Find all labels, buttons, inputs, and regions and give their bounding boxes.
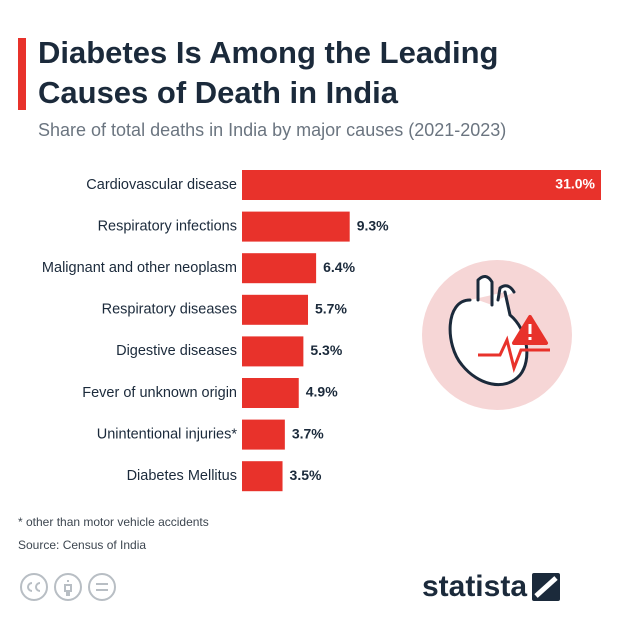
footnote: * other than motor vehicle accidents bbox=[18, 515, 209, 529]
value-label: 9.3% bbox=[357, 217, 389, 233]
license-icons bbox=[20, 573, 116, 601]
nd-icon bbox=[88, 573, 116, 601]
value-label: 5.7% bbox=[315, 301, 347, 317]
heart-icon bbox=[422, 260, 572, 410]
by-glyph bbox=[64, 580, 72, 596]
bar bbox=[242, 378, 299, 408]
chart-subtitle: Share of total deaths in India by major … bbox=[38, 120, 506, 140]
category-label: Digestive diseases bbox=[116, 343, 237, 359]
bar bbox=[242, 461, 283, 492]
category-label: Malignant and other neoplasm bbox=[42, 260, 237, 276]
value-label: 3.5% bbox=[290, 467, 322, 483]
brand: statista bbox=[422, 570, 527, 603]
category-label: Cardiovascular disease bbox=[86, 177, 237, 193]
bar bbox=[242, 336, 304, 367]
logo-stripe bbox=[534, 576, 558, 598]
bar bbox=[242, 419, 285, 450]
cc-icon bbox=[20, 573, 48, 601]
pulse-line bbox=[478, 335, 550, 373]
bar bbox=[242, 253, 317, 284]
bar bbox=[242, 170, 601, 200]
warning-mark bbox=[528, 324, 532, 334]
category-label: Diabetes Mellitus bbox=[127, 468, 237, 484]
value-label: 3.7% bbox=[292, 425, 324, 441]
brand-logo bbox=[532, 573, 560, 601]
cc-glyph bbox=[27, 582, 41, 592]
chart-title: Diabetes Is Among the Leading Causes of D… bbox=[38, 35, 498, 110]
title-accent bbox=[18, 38, 26, 110]
category-label: Respiratory diseases bbox=[102, 302, 237, 318]
warning-dot bbox=[528, 337, 532, 340]
value-label: 5.3% bbox=[310, 342, 342, 358]
bar bbox=[242, 294, 309, 325]
category-label: Respiratory infections bbox=[98, 218, 237, 234]
category-label: Fever of unknown origin bbox=[82, 385, 237, 401]
nd-glyph bbox=[96, 583, 108, 591]
value-label: 4.9% bbox=[306, 384, 338, 400]
value-label: 31.0% bbox=[555, 176, 595, 192]
category-label: Unintentional injuries* bbox=[97, 426, 238, 442]
bar bbox=[242, 211, 350, 242]
by-icon bbox=[54, 573, 82, 601]
source: Source: Census of India bbox=[18, 538, 146, 552]
value-label: 6.4% bbox=[323, 259, 355, 275]
